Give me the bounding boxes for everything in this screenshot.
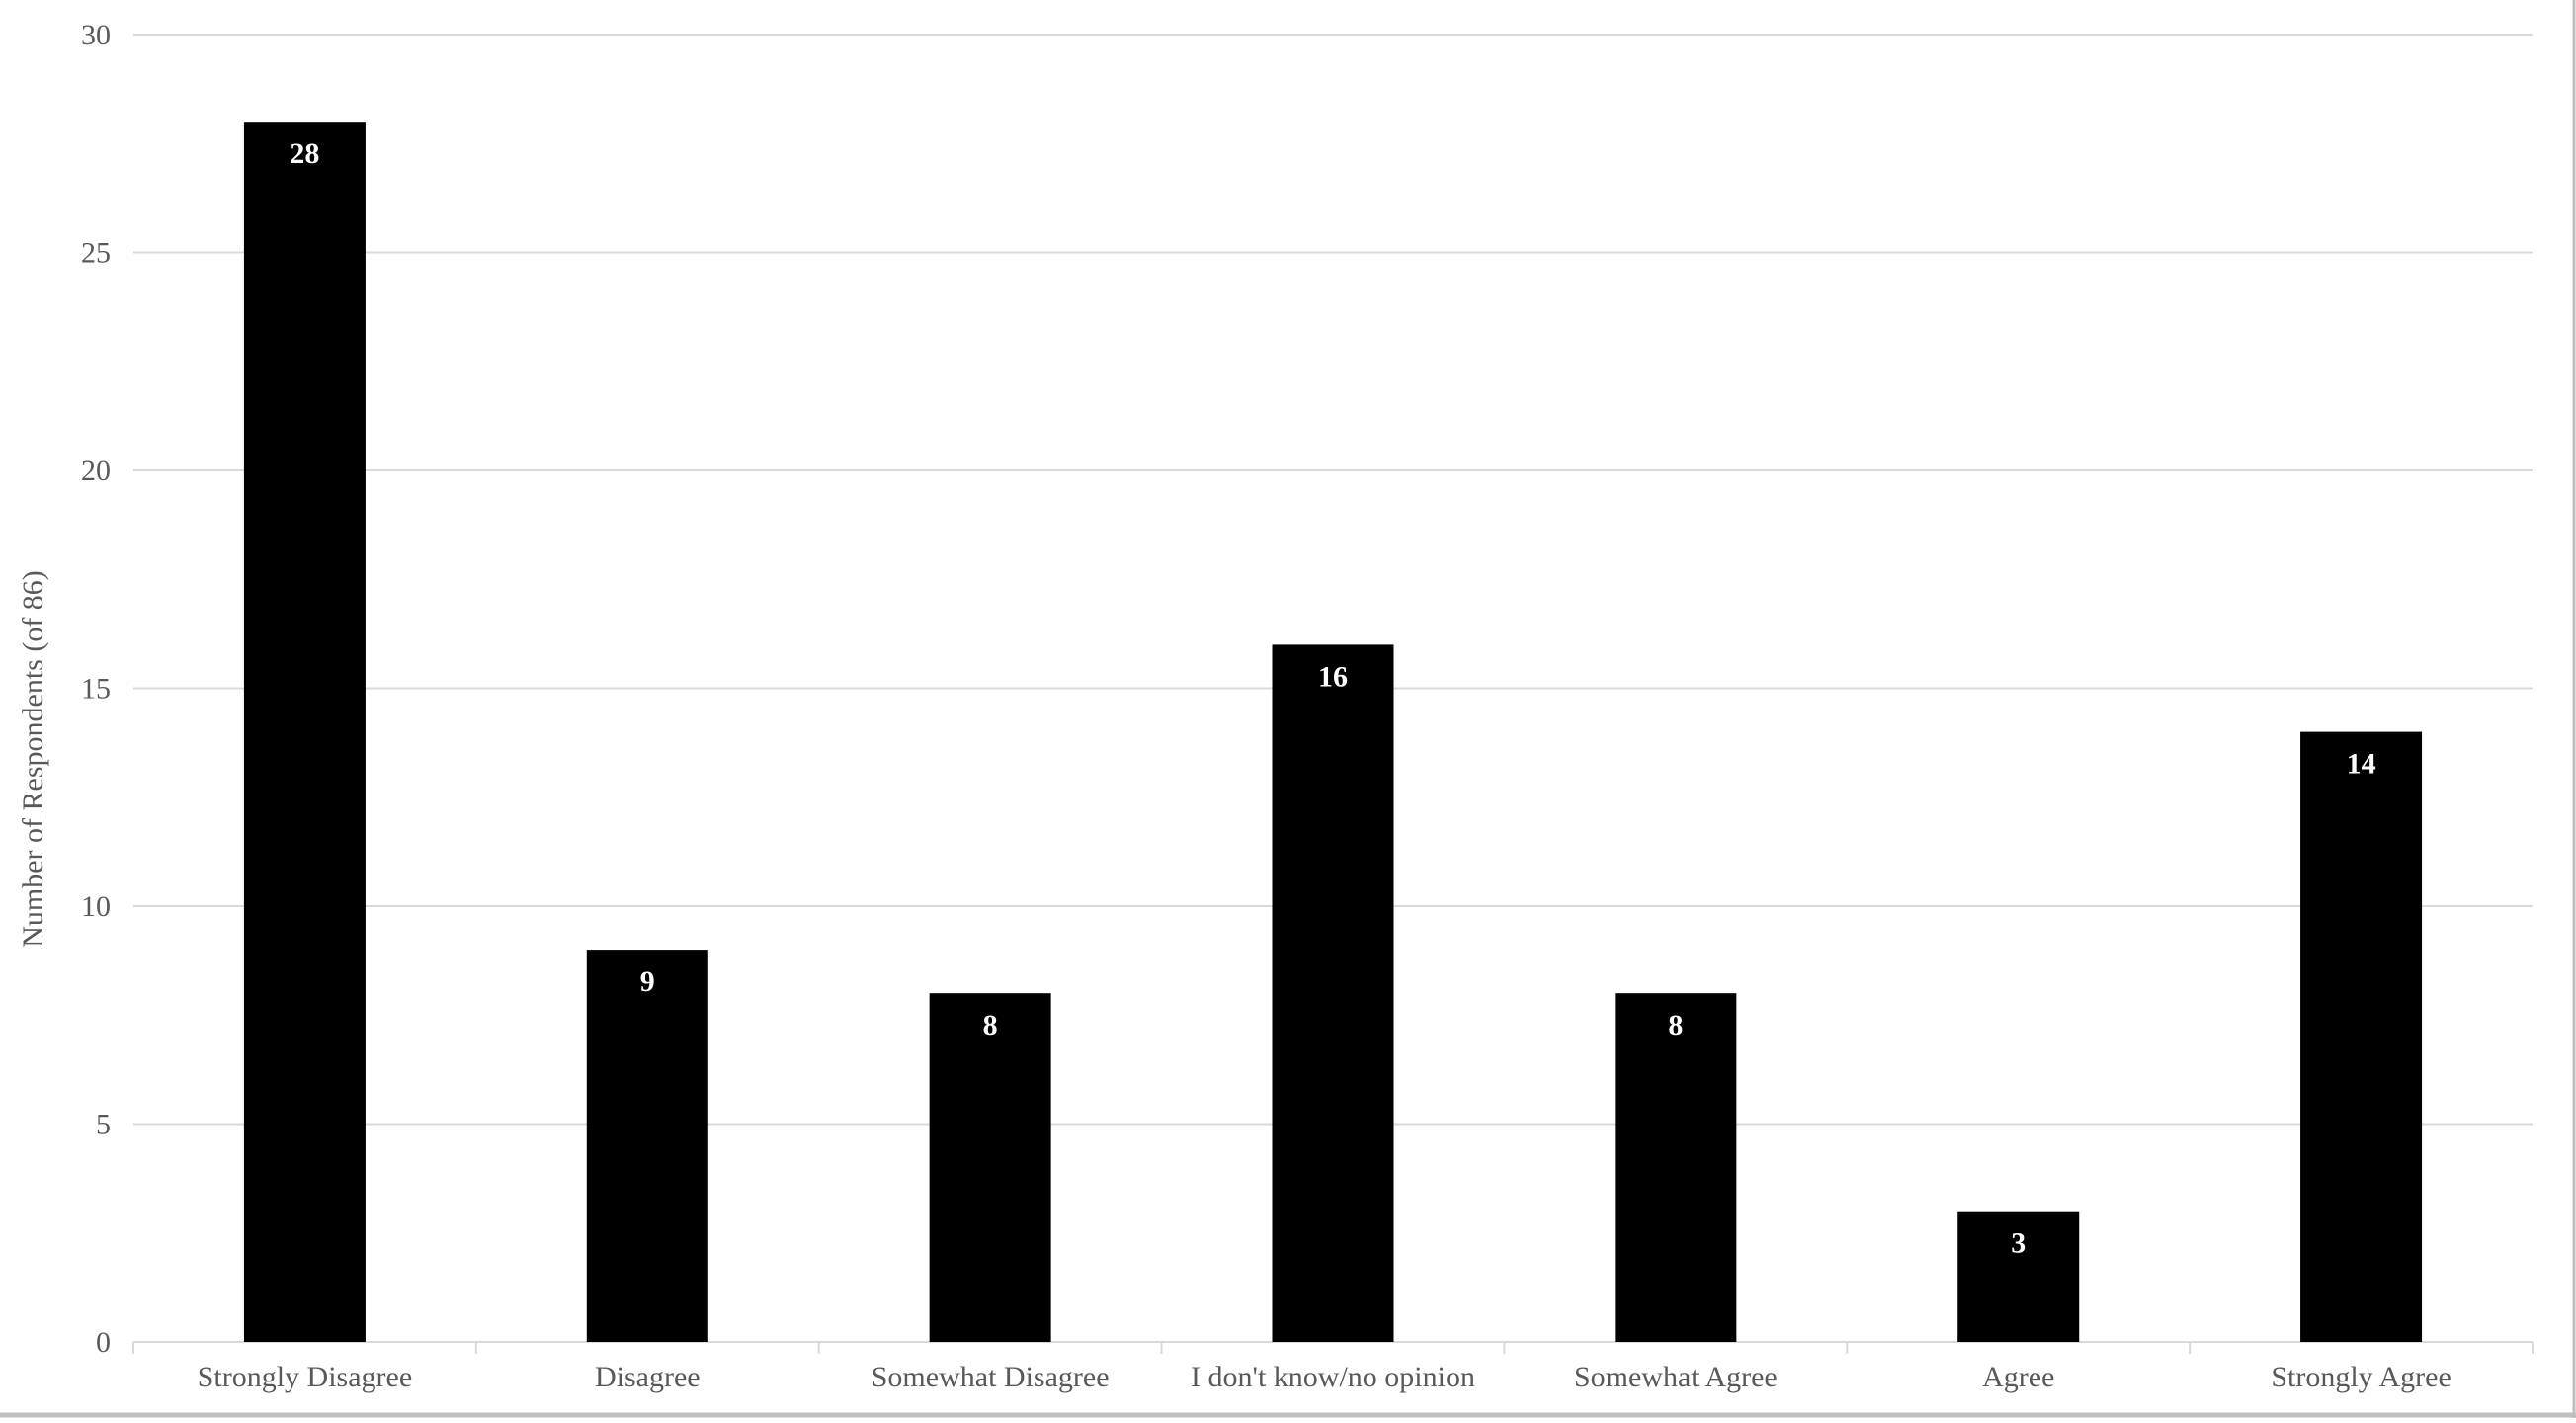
x-category-label: Strongly Disagree: [198, 1361, 412, 1393]
y-tick-label: 20: [81, 455, 111, 487]
y-axis-title: Number of Respondents (of 86): [17, 570, 49, 948]
y-tick-label: 0: [96, 1326, 111, 1359]
x-category-labels: Strongly Disagree Disagree Somewhat Disagr…: [198, 1361, 2451, 1393]
data-label: 16: [1318, 660, 1348, 693]
data-label: 28: [290, 137, 319, 170]
bar-disagree: [586, 950, 708, 1342]
x-category-label: I don't know/no opinion: [1191, 1361, 1475, 1393]
bar-somewhat-disagree: [929, 993, 1051, 1342]
y-tick-label: 15: [81, 673, 111, 706]
bar-strongly-disagree: [243, 122, 366, 1343]
data-labels: 28 9 8 16 8 3 14: [290, 137, 2376, 1260]
bar-i-don-t-know-no-opinion: [1272, 644, 1394, 1342]
bar-agree: [1957, 1211, 2080, 1342]
data-label: 14: [2347, 748, 2376, 781]
x-category-label: Disagree: [595, 1361, 701, 1393]
x-category-label: Agree: [1982, 1361, 2054, 1393]
y-tick-label: 25: [81, 237, 111, 270]
x-category-label: Somewhat Disagree: [872, 1361, 1110, 1393]
data-label: 3: [2011, 1227, 2026, 1260]
y-tick-label: 5: [96, 1109, 111, 1141]
y-tick-label: 30: [81, 19, 111, 51]
bars: [243, 122, 2423, 1343]
y-tick-label: 10: [81, 890, 111, 923]
bar-strongly-agree: [2300, 731, 2423, 1342]
y-tick-labels: 0 5 10 15 20 25 30: [81, 19, 111, 1359]
x-category-label: Somewhat Agree: [1574, 1361, 1778, 1393]
data-label: 8: [983, 1009, 998, 1042]
x-category-label: Strongly Agree: [2271, 1361, 2451, 1393]
bar-somewhat-agree: [1615, 993, 1737, 1342]
data-label: 8: [1668, 1009, 1683, 1042]
data-label: 9: [640, 965, 655, 998]
